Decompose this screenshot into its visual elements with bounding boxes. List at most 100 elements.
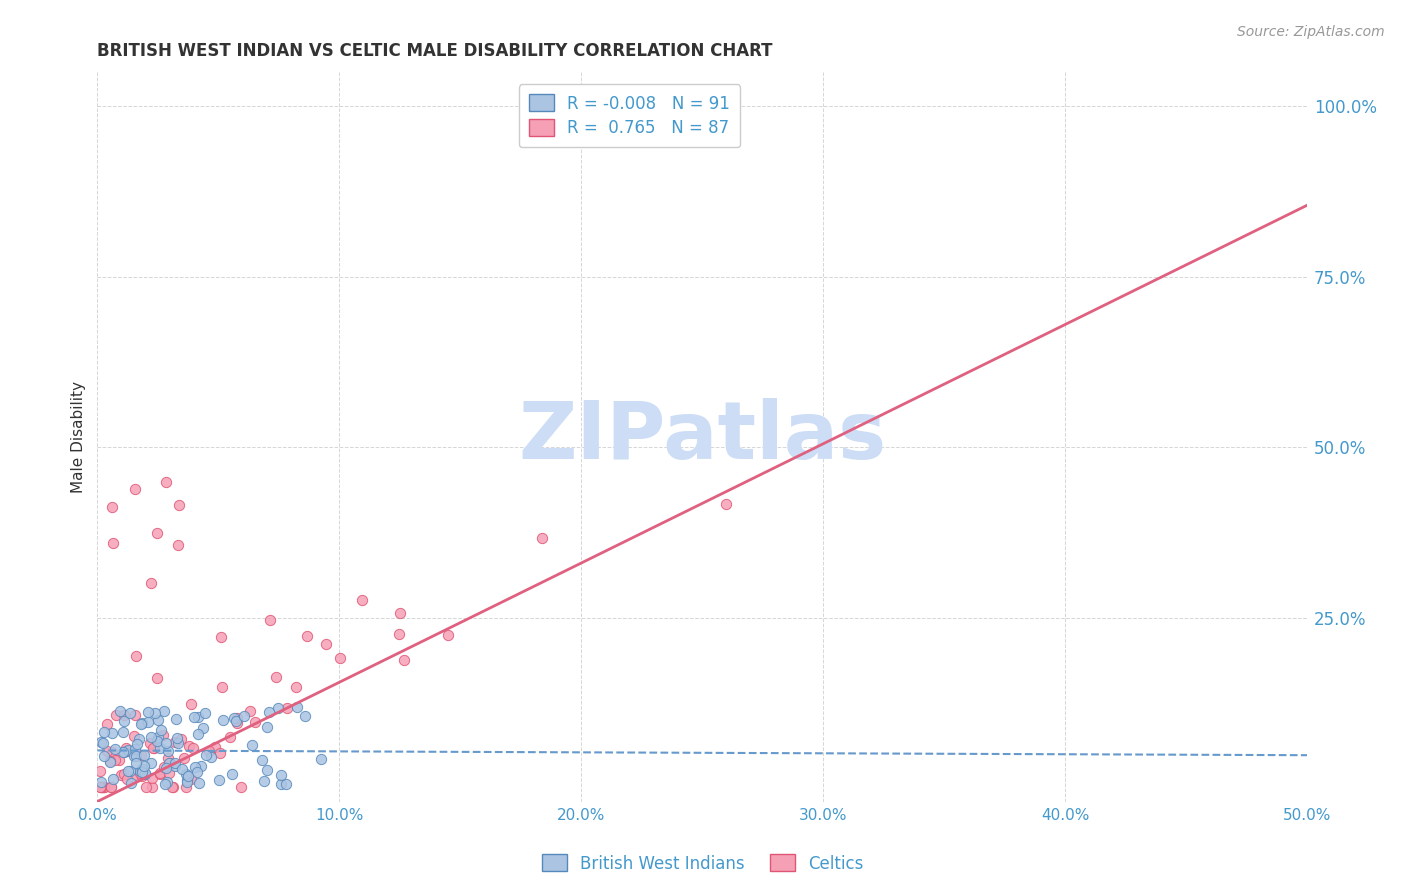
Point bbox=[136, 705, 159, 719]
Point bbox=[131, 716, 153, 731]
Point bbox=[138, 736, 160, 750]
Point bbox=[176, 773, 198, 788]
Point bbox=[225, 714, 247, 729]
Point bbox=[103, 753, 125, 767]
Point bbox=[112, 724, 135, 739]
Text: ZIPatlas: ZIPatlas bbox=[517, 398, 886, 476]
Point bbox=[181, 741, 204, 756]
Point bbox=[253, 774, 276, 789]
Point bbox=[129, 766, 152, 780]
Point bbox=[134, 767, 156, 781]
Point bbox=[117, 772, 139, 786]
Point bbox=[233, 709, 256, 723]
Point bbox=[124, 708, 146, 723]
Point bbox=[98, 754, 121, 768]
Point bbox=[112, 767, 135, 781]
Point bbox=[118, 764, 141, 779]
Point bbox=[180, 697, 202, 711]
Point bbox=[250, 753, 273, 767]
Point bbox=[276, 701, 298, 715]
Point bbox=[124, 482, 146, 496]
Point bbox=[98, 756, 121, 770]
Point bbox=[274, 777, 297, 791]
Point bbox=[141, 780, 163, 795]
Point bbox=[231, 780, 253, 795]
Point bbox=[160, 780, 183, 795]
Point bbox=[104, 742, 127, 756]
Point bbox=[222, 711, 245, 725]
Point bbox=[270, 777, 292, 791]
Point bbox=[155, 735, 177, 749]
Point bbox=[121, 770, 143, 784]
Legend: R = -0.008   N = 91, R =  0.765   N = 87: R = -0.008 N = 91, R = 0.765 N = 87 bbox=[519, 85, 740, 147]
Point bbox=[159, 756, 181, 771]
Point bbox=[104, 707, 127, 722]
Point bbox=[93, 780, 115, 795]
Point bbox=[139, 730, 162, 744]
Point bbox=[186, 764, 208, 779]
Point bbox=[153, 704, 176, 718]
Point bbox=[149, 766, 172, 780]
Point bbox=[352, 592, 374, 607]
Point bbox=[129, 748, 152, 763]
Point bbox=[170, 732, 193, 747]
Point bbox=[142, 740, 165, 755]
Point bbox=[125, 649, 148, 664]
Point bbox=[173, 751, 195, 765]
Point bbox=[96, 716, 118, 731]
Point bbox=[183, 760, 205, 774]
Point bbox=[388, 606, 411, 620]
Point bbox=[157, 766, 180, 780]
Point bbox=[93, 748, 115, 763]
Point bbox=[115, 740, 138, 755]
Point bbox=[437, 627, 460, 641]
Point bbox=[166, 736, 188, 750]
Point bbox=[163, 735, 186, 749]
Point bbox=[256, 720, 278, 734]
Point bbox=[165, 758, 187, 772]
Point bbox=[145, 734, 167, 748]
Point bbox=[100, 780, 122, 795]
Point bbox=[136, 714, 159, 729]
Legend: British West Indians, Celtics: British West Indians, Celtics bbox=[536, 847, 870, 880]
Point bbox=[146, 526, 169, 541]
Point bbox=[239, 704, 262, 718]
Point bbox=[294, 708, 316, 723]
Point bbox=[156, 744, 179, 758]
Point bbox=[188, 775, 211, 789]
Point bbox=[200, 749, 222, 764]
Point bbox=[166, 731, 188, 746]
Point bbox=[165, 713, 187, 727]
Point bbox=[183, 709, 205, 723]
Point bbox=[191, 721, 214, 735]
Point bbox=[243, 714, 266, 729]
Point bbox=[101, 726, 124, 740]
Point bbox=[125, 756, 148, 770]
Point bbox=[194, 706, 217, 720]
Point bbox=[149, 767, 172, 781]
Point bbox=[108, 753, 131, 767]
Point bbox=[90, 735, 112, 749]
Point bbox=[149, 741, 172, 756]
Point bbox=[117, 764, 139, 779]
Point bbox=[257, 705, 280, 719]
Point bbox=[134, 765, 156, 780]
Point bbox=[131, 764, 153, 779]
Point bbox=[162, 780, 184, 795]
Point bbox=[211, 713, 233, 727]
Point bbox=[131, 762, 153, 776]
Point bbox=[169, 498, 191, 512]
Point bbox=[132, 759, 155, 773]
Point bbox=[392, 652, 415, 666]
Point bbox=[146, 713, 169, 727]
Point bbox=[270, 768, 292, 782]
Point bbox=[103, 536, 125, 550]
Point bbox=[187, 726, 209, 740]
Point bbox=[226, 711, 249, 725]
Point bbox=[209, 630, 232, 644]
Text: Source: ZipAtlas.com: Source: ZipAtlas.com bbox=[1237, 25, 1385, 39]
Point bbox=[198, 744, 221, 758]
Point bbox=[264, 670, 287, 684]
Point bbox=[101, 500, 124, 515]
Point bbox=[129, 764, 152, 779]
